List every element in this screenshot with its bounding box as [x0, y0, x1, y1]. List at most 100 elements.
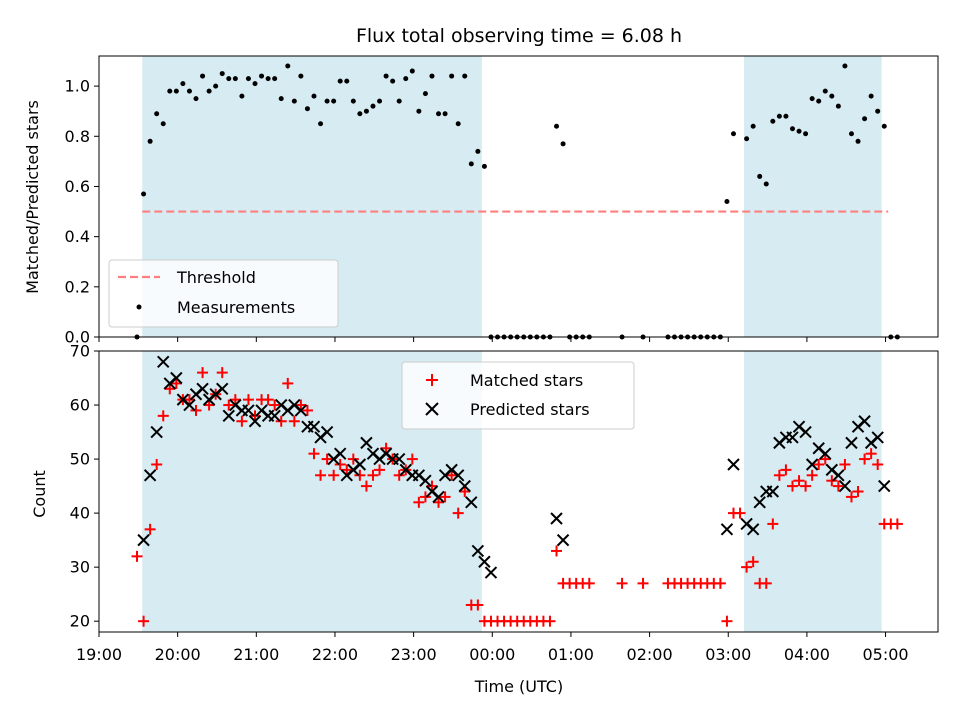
- predicted-star-point: [157, 355, 170, 369]
- y-tick-label: 50: [70, 450, 90, 469]
- matched-star-point: [138, 615, 150, 627]
- measurement-point: [862, 116, 868, 122]
- matched-star-point: [197, 367, 209, 379]
- measurement-point: [383, 73, 389, 79]
- predicted-star-point: [766, 485, 780, 498]
- predicted-star-point: [170, 371, 183, 385]
- matched-star-point: [242, 394, 254, 406]
- x-tick-label: 20:00: [155, 645, 201, 664]
- predicted-star-point: [419, 474, 432, 487]
- predicted-star-point: [550, 512, 563, 525]
- matched-star-point: [747, 556, 759, 568]
- matched-star-point: [551, 545, 563, 557]
- measurement-point: [757, 173, 763, 179]
- predicted-star-point: [845, 436, 858, 450]
- matched-stars-points: [131, 367, 903, 627]
- x-tick-label: 03:00: [705, 645, 751, 664]
- predicted-star-point: [248, 415, 262, 428]
- measurement-point: [232, 76, 238, 82]
- measurement-point: [344, 78, 350, 84]
- matched-star-point: [832, 480, 844, 492]
- x-tick-label: 19:00: [76, 645, 122, 664]
- matched-star-point: [190, 404, 202, 416]
- matched-star-point: [374, 464, 386, 476]
- matched-star-point: [583, 577, 595, 589]
- predicted-star-point: [334, 447, 347, 460]
- predicted-star-point: [320, 425, 334, 439]
- measurement-point: [855, 138, 861, 144]
- predicted-star-point: [878, 479, 891, 493]
- matched-star-point: [164, 383, 176, 395]
- measurement-point: [154, 111, 160, 117]
- matched-star-point: [334, 458, 346, 470]
- matched-star-point: [347, 453, 359, 465]
- measurement-point: [763, 181, 769, 187]
- predicted-star-point: [799, 425, 812, 439]
- predicted-star-point: [858, 415, 871, 428]
- matched-star-point: [741, 561, 753, 573]
- matched-star-point: [360, 480, 372, 492]
- matched-star-point: [845, 491, 857, 503]
- matched-star-point: [544, 615, 556, 627]
- ratio-axes-frame: [98, 55, 939, 338]
- measurement-point: [180, 81, 186, 87]
- x-tick-label: 00:00: [469, 645, 515, 664]
- matched-star-point: [806, 469, 818, 481]
- matched-star-point: [891, 518, 903, 530]
- measurement-point: [167, 88, 173, 94]
- matched-star-point: [354, 469, 366, 481]
- count-legend-box: [401, 361, 635, 430]
- matched-star-point: [452, 507, 464, 519]
- measurement-point: [278, 96, 284, 102]
- measurement-point: [442, 111, 448, 117]
- measurement-point: [455, 121, 461, 127]
- x-tick-label: 22:00: [312, 645, 358, 664]
- matched-star-point: [301, 404, 313, 416]
- matched-star-point: [315, 469, 327, 481]
- measurement-point: [363, 108, 369, 114]
- x-tick-label: 23:00: [391, 645, 437, 664]
- measurement-point: [481, 163, 487, 169]
- matched-star-point: [223, 399, 235, 411]
- predicted-star-point: [484, 566, 498, 579]
- matched-star-point: [341, 464, 353, 476]
- measurement-point: [789, 126, 795, 132]
- measurement-points: [134, 63, 900, 340]
- chart-title: Flux total observing time = 6.08 h: [356, 25, 682, 47]
- legend-predicted-swatch: [425, 402, 439, 416]
- matched-star-point: [170, 377, 182, 389]
- predicted-star-point: [353, 458, 367, 471]
- measurement-point: [875, 108, 881, 114]
- matched-star-point: [275, 415, 287, 427]
- matched-star-point: [308, 448, 320, 460]
- predicted-star-point: [832, 469, 845, 482]
- measurement-point: [816, 98, 822, 104]
- count-legend: Matched stars Predicted stars: [401, 361, 635, 430]
- measurement-point: [803, 131, 809, 137]
- matched-star-point: [393, 469, 405, 481]
- matched-star-point: [734, 507, 746, 519]
- measurement-point: [429, 73, 435, 79]
- measurement-point: [193, 96, 199, 102]
- predicted-star-point: [458, 479, 471, 493]
- predicted-star-point: [478, 555, 491, 568]
- measurement-point: [776, 113, 782, 119]
- matched-star-point: [151, 458, 163, 470]
- measurement-point: [809, 96, 815, 102]
- matched-star-point: [144, 523, 156, 535]
- y-tick-label: 0.2: [65, 277, 90, 296]
- measurement-point: [337, 78, 343, 84]
- count-y-ticks: 20 30 40 50 60 70: [70, 342, 99, 631]
- predicted-star-point: [465, 496, 478, 509]
- measurement-point: [750, 123, 756, 129]
- matched-star-point: [249, 410, 261, 422]
- matched-star-point: [131, 550, 143, 562]
- matched-star-point: [282, 377, 294, 389]
- measurement-point: [160, 121, 166, 127]
- matched-star-point: [183, 394, 195, 406]
- count-panel: 20 30 40 50 60 70 19:00 20:00 21:00 22:00 23:00 00…: [30, 342, 939, 696]
- x-tick-label: 05:00: [863, 645, 909, 664]
- matched-star-point: [406, 453, 418, 465]
- x-tick-label: 04:00: [784, 645, 830, 664]
- predicted-star-point: [556, 533, 570, 547]
